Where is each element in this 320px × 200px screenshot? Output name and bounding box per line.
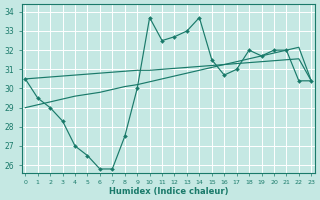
X-axis label: Humidex (Indice chaleur): Humidex (Indice chaleur) <box>108 187 228 196</box>
